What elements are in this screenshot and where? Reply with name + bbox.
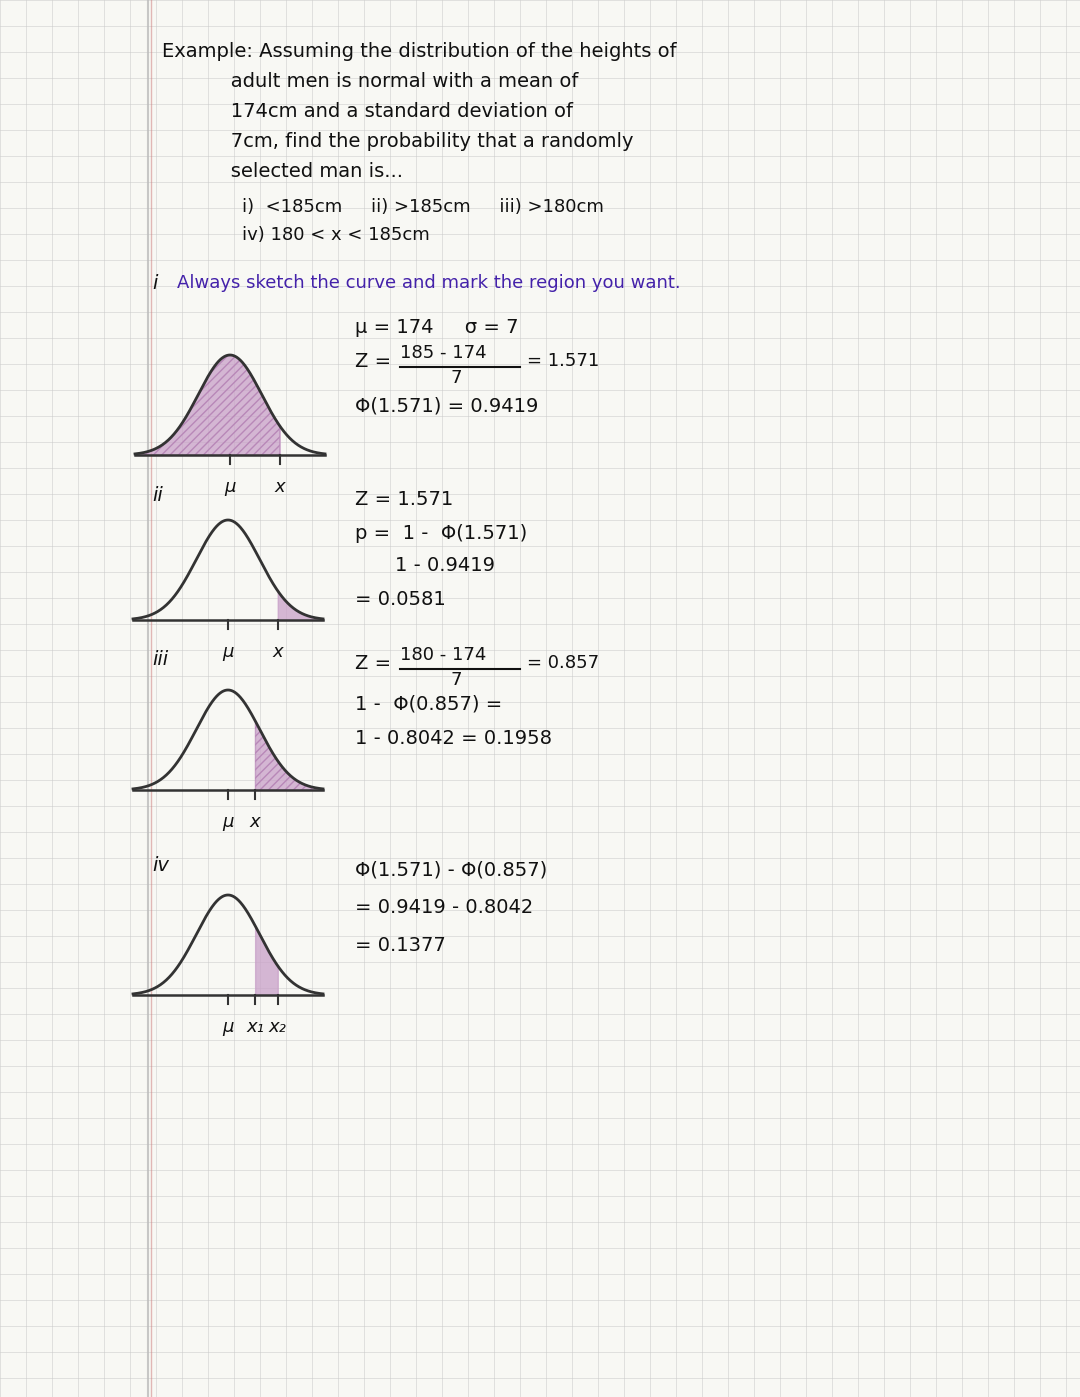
Text: x: x: [249, 813, 260, 831]
Text: 1 - 0.9419: 1 - 0.9419: [395, 556, 495, 576]
Text: Z = 1.571: Z = 1.571: [355, 490, 454, 509]
Text: x₂: x₂: [269, 1018, 286, 1037]
Text: 1 - 0.8042 = 0.1958: 1 - 0.8042 = 0.1958: [355, 729, 552, 747]
Text: = 1.571: = 1.571: [527, 352, 599, 370]
Text: iii: iii: [152, 650, 168, 669]
Text: μ = 174     σ = 7: μ = 174 σ = 7: [355, 319, 518, 337]
Text: 7cm, find the probability that a randomly: 7cm, find the probability that a randoml…: [162, 131, 634, 151]
Text: p =  1 -  Φ(1.571): p = 1 - Φ(1.571): [355, 524, 527, 543]
Text: μ: μ: [222, 643, 233, 661]
Text: = 0.9419 - 0.8042: = 0.9419 - 0.8042: [355, 898, 534, 916]
Text: = 0.857: = 0.857: [527, 654, 599, 672]
Text: μ: μ: [222, 813, 233, 831]
Text: i: i: [152, 274, 158, 293]
Text: iv) 180 < x < 185cm: iv) 180 < x < 185cm: [242, 226, 430, 244]
Text: Z =: Z =: [355, 352, 391, 372]
Text: 7: 7: [450, 369, 461, 387]
Text: Always sketch the curve and mark the region you want.: Always sketch the curve and mark the reg…: [177, 274, 680, 292]
Text: Z =: Z =: [355, 654, 391, 673]
Text: = 0.0581: = 0.0581: [355, 590, 446, 609]
Text: Φ(1.571) = 0.9419: Φ(1.571) = 0.9419: [355, 395, 538, 415]
Text: 180 - 174: 180 - 174: [400, 645, 486, 664]
Text: x₁: x₁: [246, 1018, 265, 1037]
Text: i)  <185cm     ii) >185cm     iii) >180cm: i) <185cm ii) >185cm iii) >180cm: [242, 198, 604, 217]
Text: iv: iv: [152, 856, 168, 875]
Text: x: x: [272, 643, 283, 661]
Text: μ: μ: [225, 478, 235, 496]
Text: 7: 7: [450, 671, 461, 689]
Text: ii: ii: [152, 486, 163, 504]
Text: selected man is...: selected man is...: [162, 162, 403, 182]
Text: μ: μ: [222, 1018, 233, 1037]
Text: = 0.1377: = 0.1377: [355, 936, 446, 956]
Text: 1 -  Φ(0.857) =: 1 - Φ(0.857) =: [355, 694, 502, 714]
Text: Φ(1.571) - Φ(0.857): Φ(1.571) - Φ(0.857): [355, 861, 548, 879]
Text: 174cm and a standard deviation of: 174cm and a standard deviation of: [162, 102, 573, 122]
Text: 185 - 174: 185 - 174: [400, 344, 487, 362]
Text: Example: Assuming the distribution of the heights of: Example: Assuming the distribution of th…: [162, 42, 677, 61]
Text: adult men is normal with a mean of: adult men is normal with a mean of: [162, 73, 579, 91]
Text: x: x: [274, 478, 285, 496]
